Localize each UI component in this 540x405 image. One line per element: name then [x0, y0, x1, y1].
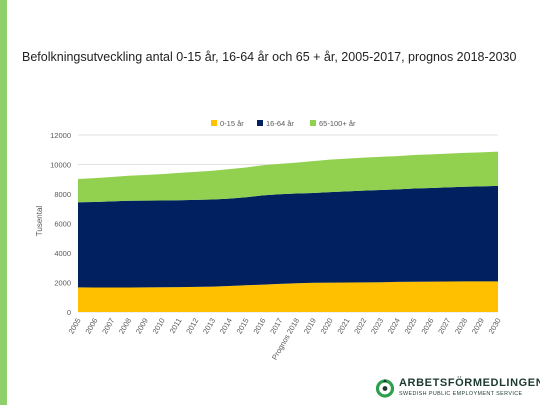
x-tick-label: 2014: [218, 317, 234, 336]
x-tick-label: 2005: [67, 317, 83, 336]
x-tick-label: 2022: [352, 317, 368, 336]
arbetsformedlingen-logo: ARBETSFÖRMEDLINGEN SWEDISH PUBLIC EMPLOY…: [375, 375, 540, 403]
y-tick-label: 10000: [50, 161, 71, 170]
x-tick-label: 2021: [335, 317, 351, 336]
legend-label: 0-15 år: [220, 119, 244, 128]
y-tick-label: 12000: [50, 131, 71, 140]
x-tick-label: 2007: [100, 317, 116, 336]
legend: 0-15 år 16-64 år 65-100+ år: [211, 119, 356, 128]
y-axis-ticks: 0 2000 4000 6000 8000 10000 12000: [50, 131, 71, 317]
x-tick-label: 2012: [184, 317, 200, 336]
y-tick-label: 6000: [54, 220, 71, 229]
x-tick-label: 2026: [419, 317, 435, 336]
x-tick-label: 2010: [151, 317, 167, 336]
y-tick-label: 4000: [54, 249, 71, 258]
x-tick-label: 2006: [83, 317, 99, 336]
x-tick-label: 2017: [268, 317, 284, 336]
x-tick-label: 2008: [117, 317, 133, 336]
x-tick-label: 2023: [369, 317, 385, 336]
stacked-areas: [78, 151, 498, 312]
legend-swatch: [310, 120, 316, 126]
x-tick-label: 2019: [302, 317, 318, 336]
x-tick-label: 2009: [134, 317, 150, 336]
area-series-0: [78, 281, 498, 312]
legend-swatch: [257, 120, 263, 126]
x-tick-label: 2028: [453, 317, 469, 336]
logo-subtitle: SWEDISH PUBLIC EMPLOYMENT SERVICE: [399, 391, 523, 397]
x-tick-label: 2015: [235, 317, 251, 336]
y-tick-label: 0: [67, 308, 71, 317]
x-tick-label: 2020: [319, 317, 335, 336]
legend-label: 65-100+ år: [319, 119, 356, 128]
x-tick-label: 2027: [436, 317, 452, 336]
y-axis-label: Tusental: [35, 206, 44, 237]
logo-name: ARBETSFÖRMEDLINGEN: [399, 377, 540, 389]
y-tick-label: 2000: [54, 279, 71, 288]
y-tick-label: 8000: [54, 190, 71, 199]
x-tick-label: 2016: [251, 317, 267, 336]
x-tick-label: 2025: [403, 317, 419, 336]
x-tick-label: 2029: [470, 317, 486, 336]
x-axis-ticks: 2005 2006 2007 2008 2009 2010 2011 2012 2013 2014…: [67, 317, 503, 362]
logo-mark-icon: [375, 379, 395, 398]
legend-label: 16-64 år: [266, 119, 294, 128]
x-tick-label: 2011: [168, 317, 184, 335]
slide-title: Befolkningsutveckling antal 0-15 år, 16-…: [22, 50, 517, 64]
area-series-2: [78, 151, 498, 203]
x-tick-label: 2024: [386, 317, 402, 336]
x-tick-label: 2013: [201, 317, 217, 336]
x-tick-label: 2030: [487, 317, 503, 336]
legend-swatch: [211, 120, 217, 126]
accent-bar: [0, 0, 7, 405]
area-series-1: [78, 185, 498, 288]
